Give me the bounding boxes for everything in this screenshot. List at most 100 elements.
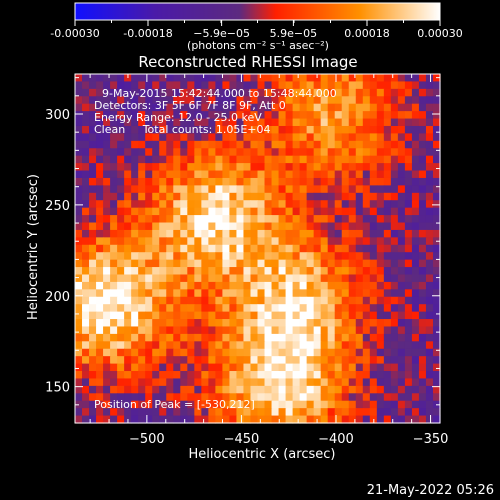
heatmap-cell (236, 207, 245, 216)
heatmap-cell (194, 215, 202, 224)
heatmap-cell (208, 163, 216, 172)
heatmap-cell (159, 237, 167, 246)
heatmap-cell (194, 125, 202, 135)
heatmap-cell (390, 170, 399, 179)
heatmap-cell (306, 259, 315, 268)
heatmap-cell (327, 207, 336, 216)
heatmap-cell (243, 88, 252, 97)
heatmap-cell (250, 192, 259, 201)
heatmap-cell (397, 326, 406, 335)
heatmap-cell (341, 385, 350, 394)
heatmap-cell (348, 400, 357, 409)
heatmap-cell (96, 289, 104, 298)
heatmap-cell (383, 88, 392, 97)
heatmap-cell (208, 74, 216, 83)
heatmap-cell (82, 400, 90, 409)
heatmap-cell (341, 281, 350, 290)
heatmap-cell (222, 244, 231, 253)
heatmap-cell (418, 207, 427, 216)
heatmap-cell (264, 118, 273, 127)
heatmap-cell (117, 326, 125, 335)
heatmap-cell (75, 96, 83, 105)
heatmap-cell (117, 244, 125, 253)
heatmap-cell (327, 304, 336, 313)
heatmap-cell (222, 125, 231, 135)
heatmap-cell (117, 408, 125, 417)
heatmap-cell (145, 267, 153, 276)
heatmap-cell (180, 289, 188, 298)
heatmap-cell (432, 326, 441, 335)
heatmap-cell (404, 207, 413, 216)
heatmap-cell (124, 296, 132, 305)
heatmap-cell (152, 326, 160, 335)
heatmap-cell (250, 103, 259, 112)
heatmap-cell (215, 267, 223, 276)
heatmap-cell (96, 133, 104, 142)
heatmap-cell (243, 356, 252, 365)
heatmap-cell (257, 415, 266, 424)
heatmap-cell (341, 363, 350, 372)
heatmap-cell (411, 400, 420, 409)
heatmap-cell (229, 267, 238, 276)
heatmap-cell (320, 319, 329, 328)
heatmap-cell (222, 170, 231, 179)
heatmap-cell (390, 385, 399, 394)
heatmap-cell (152, 177, 160, 186)
heatmap-cell (264, 200, 273, 209)
heatmap-cell (131, 289, 139, 298)
heatmap-cell (236, 244, 245, 253)
heatmap-cell (306, 133, 315, 142)
heatmap-cell (236, 252, 245, 261)
heatmap-cell (348, 393, 357, 402)
heatmap-cell (404, 185, 413, 194)
heatmap-cell (229, 311, 238, 320)
heatmap-cell (418, 103, 427, 112)
heatmap-cell (222, 155, 231, 164)
heatmap-cell (96, 296, 104, 305)
heatmap-cell (250, 311, 259, 320)
heatmap-cell (187, 296, 195, 305)
heatmap-cell (299, 274, 308, 283)
heatmap-cell (432, 304, 441, 313)
heatmap-cell (131, 140, 139, 149)
heatmap-cell (299, 333, 308, 342)
heatmap-cell (75, 274, 83, 283)
heatmap-cell (369, 252, 378, 261)
heatmap-cell (383, 304, 392, 313)
heatmap-cell (89, 177, 97, 186)
heatmap-cell (404, 400, 413, 409)
heatmap-cell (313, 148, 322, 157)
heatmap-cell (187, 319, 195, 328)
heatmap-cell (208, 296, 216, 305)
heatmap-cell (418, 267, 427, 276)
heatmap-cell (75, 371, 83, 380)
heatmap-cell (215, 125, 223, 135)
heatmap-cell (173, 319, 181, 328)
heatmap-cell (404, 378, 413, 387)
heatmap-cell (320, 385, 329, 394)
heatmap-cell (250, 88, 259, 97)
heatmap-cell (341, 252, 350, 261)
heatmap-cell (82, 148, 90, 157)
heatmap-cell (257, 400, 266, 409)
heatmap-cell (313, 274, 322, 283)
heatmap-cell (348, 326, 357, 335)
heatmap-cell (75, 252, 83, 261)
heatmap-cell (320, 237, 329, 246)
heatmap-cell (103, 393, 111, 402)
heatmap-cell (418, 378, 427, 387)
heatmap-cell (215, 81, 223, 90)
heatmap-cell (257, 229, 266, 238)
heatmap-cell (159, 222, 167, 231)
heatmap-cell (236, 148, 245, 157)
heatmap-cell (369, 133, 378, 142)
heatmap-cell (264, 415, 273, 424)
heatmap-cell (397, 252, 406, 261)
heatmap-cell (292, 192, 301, 201)
heatmap-cell (82, 125, 90, 135)
heatmap-cell (131, 356, 139, 365)
heatmap-cell (376, 229, 385, 238)
heatmap-cell (208, 319, 216, 328)
heatmap-cell (250, 363, 259, 372)
heatmap-cell (229, 118, 238, 127)
